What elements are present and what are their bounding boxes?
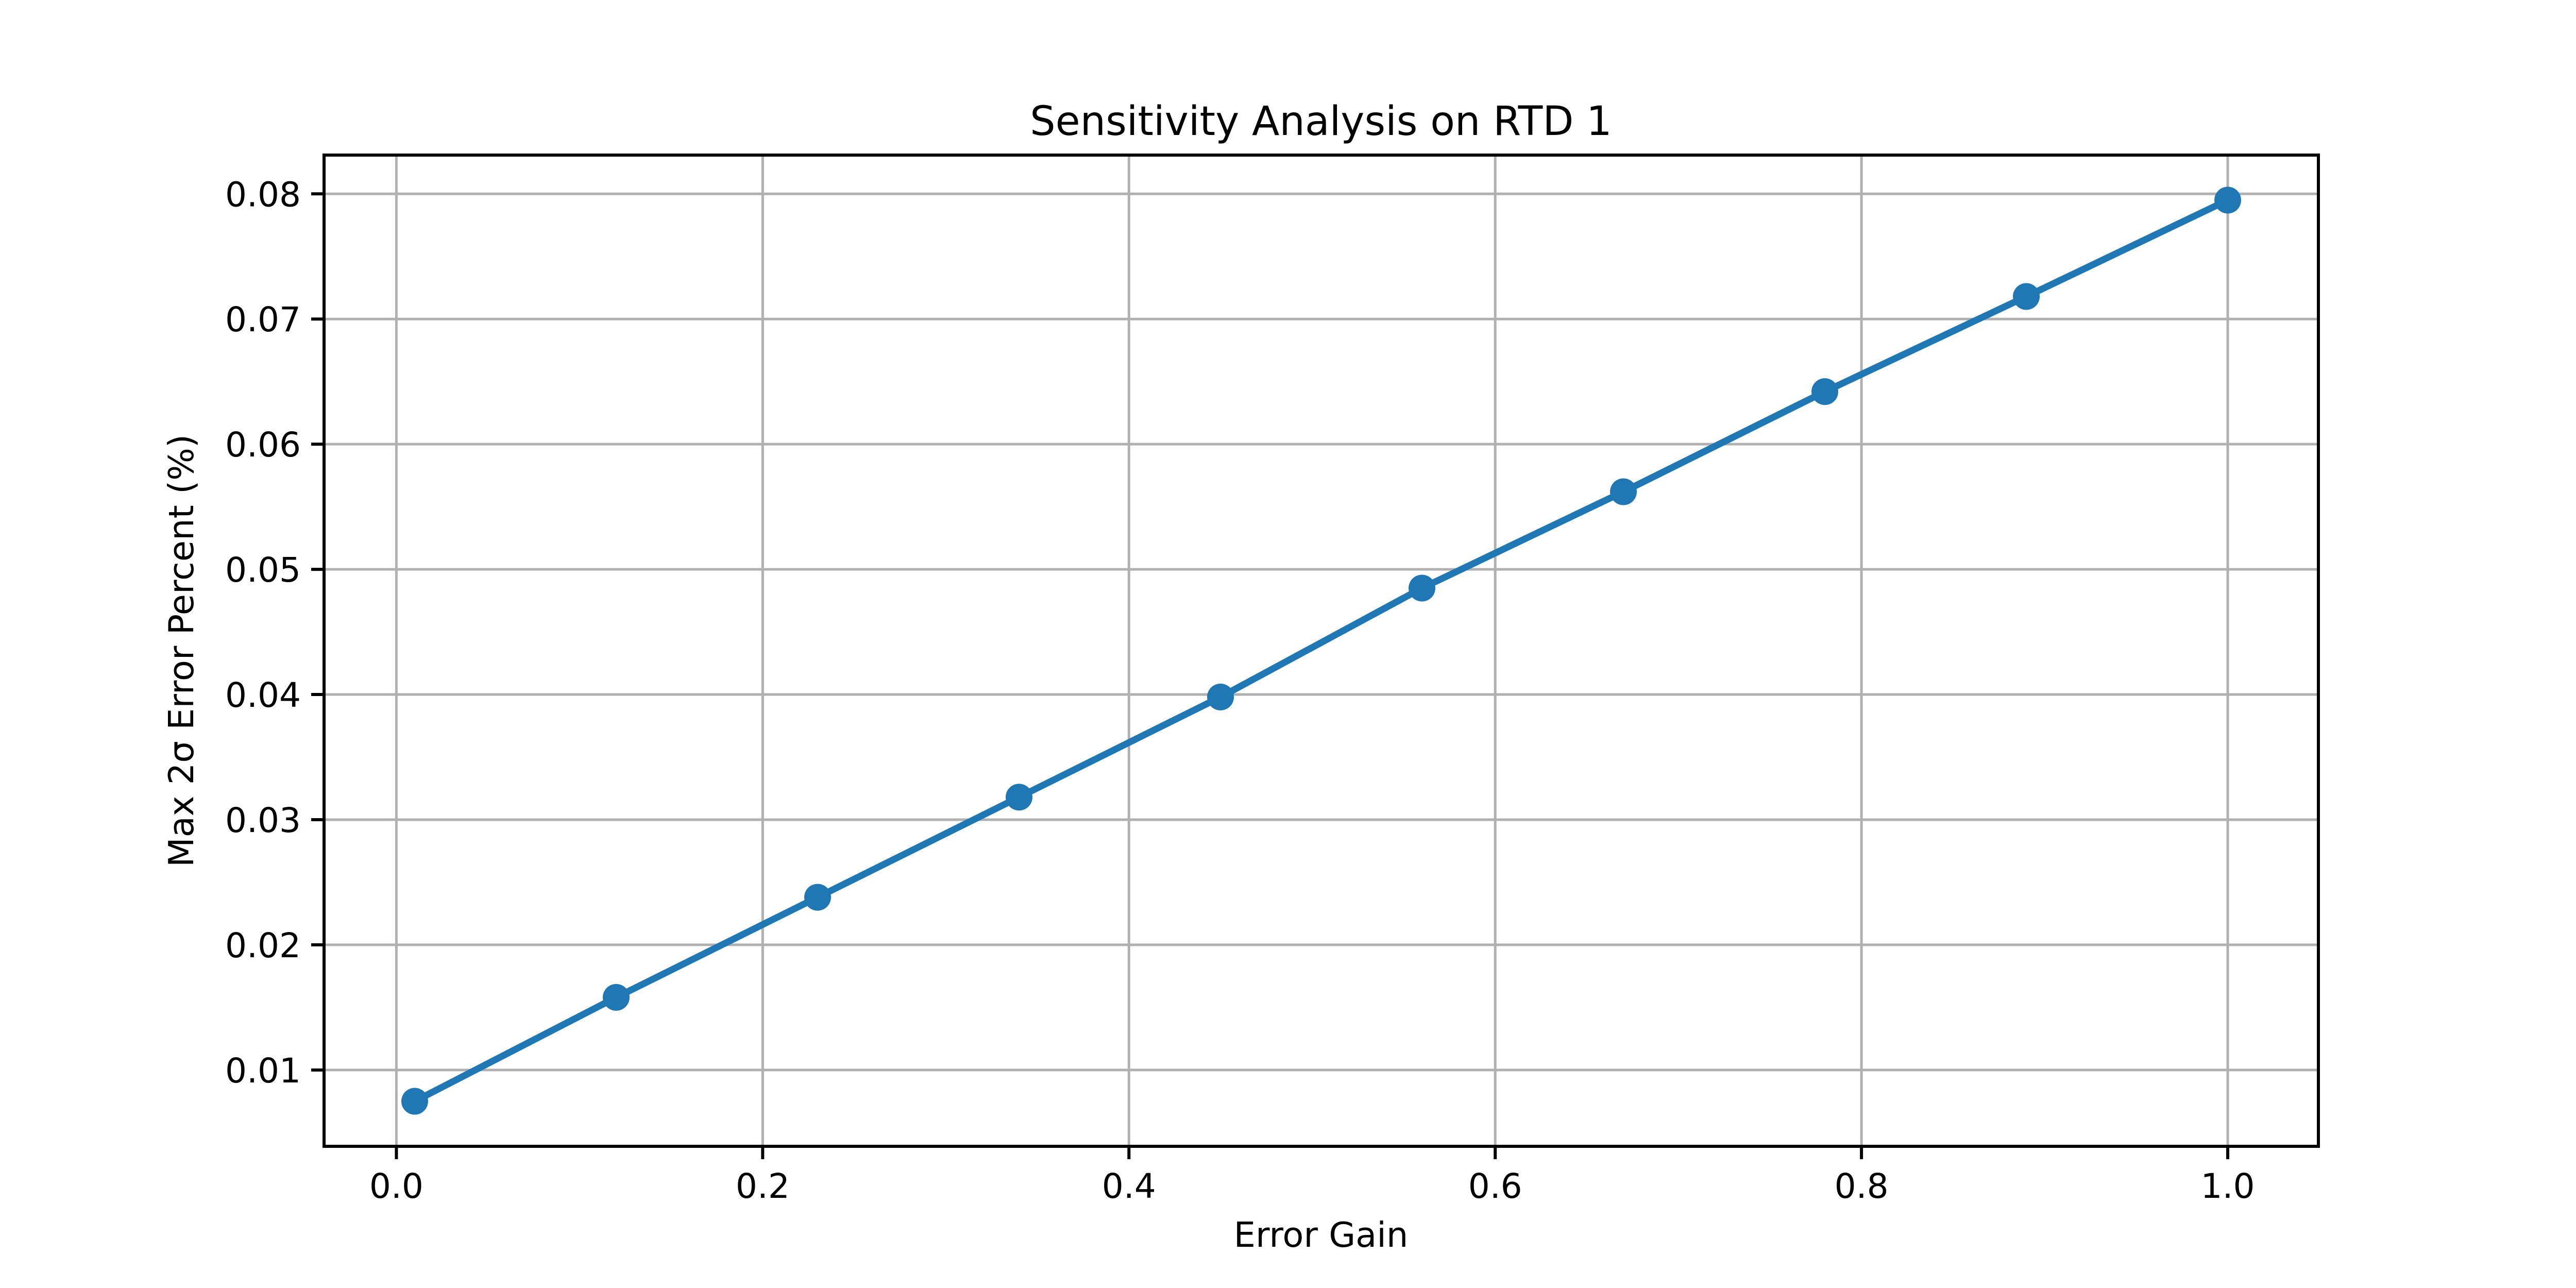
x-tick-label: 0.8: [1835, 1166, 1889, 1206]
data-point: [804, 884, 831, 911]
y-tick-label: 0.02: [225, 926, 301, 965]
data-point: [602, 984, 630, 1011]
y-tick-label: 0.06: [225, 425, 301, 465]
x-tick-label: 1.0: [2201, 1166, 2255, 1206]
y-tick-label: 0.08: [225, 175, 301, 214]
data-point: [1005, 784, 1032, 811]
x-tick-label: 0.6: [1468, 1166, 1522, 1206]
y-tick-label: 0.07: [225, 300, 301, 340]
data-point: [1610, 478, 1637, 505]
data-point: [2214, 187, 2242, 214]
data-point: [401, 1088, 428, 1115]
data-point: [1409, 574, 1436, 602]
data-point: [1811, 378, 1839, 405]
tick-label-layer: 0.0 0.2 0.4 0.6 0.8 1.0 0.01 0.02 0.03 0.04 0.05 0.…: [225, 175, 2255, 1206]
data-point: [1207, 683, 1234, 710]
axes-layer: [311, 154, 2320, 1159]
y-tick-label: 0.03: [225, 801, 301, 840]
plot-border: [323, 154, 2320, 1148]
y-tick-label: 0.04: [225, 675, 301, 715]
x-tick-label: 0.2: [736, 1166, 790, 1206]
data-point: [2013, 283, 2040, 310]
x-tick-label: 0.0: [369, 1166, 423, 1206]
y-axis-label: Max 2σ Error Percent (%): [161, 434, 201, 867]
y-tick-label: 0.01: [225, 1051, 301, 1091]
x-tick-label: 0.4: [1102, 1166, 1156, 1206]
y-tick-label: 0.05: [225, 550, 301, 590]
chart-title: Sensitivity Analysis on RTD 1: [1030, 98, 1612, 145]
series-layer: [401, 187, 2242, 1115]
series-line: [411, 196, 2231, 1105]
x-axis-label: Error Gain: [1234, 1215, 1409, 1255]
